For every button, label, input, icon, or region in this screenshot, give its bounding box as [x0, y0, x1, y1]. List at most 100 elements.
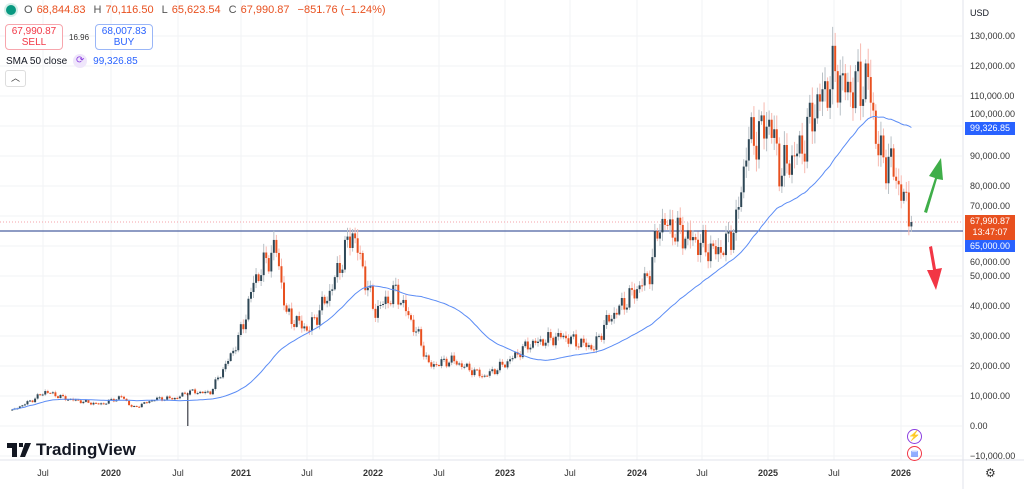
candle-body [465, 363, 468, 367]
open-label: O [24, 4, 33, 16]
candle-body [590, 345, 593, 350]
sell-button[interactable]: 67,990.87 SELL [5, 24, 63, 50]
candle-body [156, 397, 159, 401]
spread: 16.96 [69, 32, 90, 42]
candle-body [757, 121, 760, 160]
tradingview-logo-icon [7, 443, 31, 457]
change-value: −851.76 (−1.24%) [297, 4, 386, 16]
candle-body [455, 361, 458, 365]
candle-body [11, 409, 14, 411]
candle-body [552, 337, 555, 346]
buy-button[interactable]: 68,007.83 BUY [95, 24, 154, 50]
candle-body [580, 338, 583, 348]
candle-body [666, 224, 669, 226]
candle-body [717, 247, 720, 255]
candle-body [397, 284, 400, 305]
time-axis-label: Jul [301, 468, 313, 478]
candle-body [97, 403, 100, 405]
candle-body [567, 338, 570, 344]
candle-body [531, 340, 534, 348]
tradingview-logo[interactable]: TradingView [7, 440, 136, 460]
price-axis-label: 60,000.00 [970, 257, 1011, 267]
us-flag-icon[interactable]: ▤ [907, 446, 922, 461]
candle-body [610, 318, 613, 322]
candle-body [895, 176, 898, 181]
candle-body [511, 358, 514, 360]
candle-body [105, 403, 108, 405]
candle-body [902, 191, 905, 201]
candle-body [354, 233, 357, 239]
candle-body [501, 361, 504, 365]
candle-body [643, 273, 646, 286]
candle-body [249, 292, 252, 299]
candle-body [450, 355, 453, 363]
candle-body [684, 238, 687, 249]
candle-body [905, 191, 908, 193]
candle-body [277, 252, 280, 267]
candle-body [854, 71, 857, 109]
candle-body [189, 390, 192, 395]
sma-price-tag: 99,326.85 [965, 122, 1015, 135]
candle-body [23, 404, 26, 406]
candle-body [722, 252, 725, 256]
candle-body [364, 266, 367, 291]
candle-body [412, 319, 415, 333]
price-axis-label: 130,000.00 [970, 31, 1016, 41]
candle-body [376, 305, 379, 318]
lightning-icon[interactable]: ⚡ [907, 429, 922, 444]
candle-body [486, 375, 489, 377]
candle-body [801, 135, 804, 154]
candle-body [884, 157, 887, 184]
candle-body [265, 252, 268, 259]
indicator-name: SMA 50 close [6, 55, 68, 67]
candle-body [829, 89, 832, 108]
time-axis-label: 2022 [362, 468, 384, 478]
time-axis-label: 2023 [494, 468, 516, 478]
candle-body [404, 299, 407, 312]
close-label: C [228, 4, 237, 16]
candle-body [227, 361, 230, 364]
candle-body [559, 332, 562, 338]
candle-body [420, 329, 423, 346]
indicator-legend[interactable]: SMA 50 close ⟳ 99,326.85 [6, 54, 138, 68]
candle-body [907, 192, 910, 227]
candle-body [882, 135, 885, 158]
candle-body [168, 396, 171, 399]
candle-body [178, 396, 181, 399]
settings-icon[interactable]: ⚙ [985, 466, 996, 480]
candle-body [224, 363, 227, 370]
candle-body [849, 81, 852, 93]
candle-body [564, 335, 567, 339]
market-status-icon [6, 5, 16, 15]
candle-body [326, 300, 329, 304]
candle-body [283, 282, 286, 306]
candle-body [437, 364, 440, 367]
chevron-up-icon[interactable]: ︿ [5, 70, 26, 87]
candle-body [851, 92, 854, 109]
candle-body [323, 296, 326, 304]
candle-body [506, 361, 509, 368]
candle-body [110, 398, 113, 400]
buy-price: 68,007.83 [101, 26, 147, 37]
candle-body [676, 217, 679, 242]
candle-body [841, 73, 844, 76]
logo-text: TradingView [36, 440, 136, 459]
candle-body [879, 135, 882, 156]
candle-body [818, 94, 821, 102]
currency-button[interactable]: USD [970, 8, 990, 18]
candle-body [620, 298, 623, 306]
candle-body [575, 334, 578, 347]
candle-body [618, 305, 621, 315]
candle-body [585, 342, 588, 348]
candle-body [387, 296, 390, 304]
candle-body [826, 81, 829, 108]
candle-body [793, 155, 796, 157]
candle-body [824, 81, 827, 90]
candle-body [196, 393, 199, 395]
candle-body [321, 296, 324, 311]
time-axis-label: Jul [696, 468, 708, 478]
candle-body [603, 324, 606, 340]
candle-body [242, 324, 245, 330]
candle-body [239, 324, 242, 335]
